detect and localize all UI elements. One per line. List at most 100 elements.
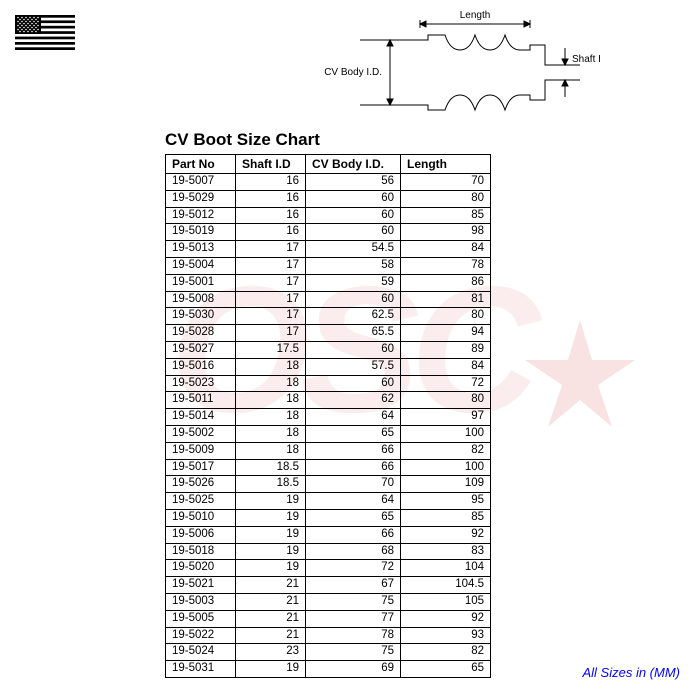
table-cell: 17 — [236, 291, 306, 308]
table-cell: 19-5016 — [166, 358, 236, 375]
table-row: 19-5010196585 — [166, 509, 491, 526]
header-body-id: CV Body I.D. — [306, 155, 401, 174]
table-cell: 18 — [236, 442, 306, 459]
table-cell: 104 — [401, 560, 491, 577]
table-cell: 68 — [306, 543, 401, 560]
table-cell: 62 — [306, 392, 401, 409]
table-cell: 104.5 — [401, 577, 491, 594]
table-cell: 19-5026 — [166, 476, 236, 493]
table-cell: 19-5022 — [166, 627, 236, 644]
table-cell: 19-5006 — [166, 526, 236, 543]
table-cell: 19-5021 — [166, 577, 236, 594]
table-cell: 60 — [306, 341, 401, 358]
table-row: 19-5014186497 — [166, 409, 491, 426]
table-cell: 17 — [236, 308, 306, 325]
watermark-star-icon — [520, 315, 640, 440]
table-cell: 94 — [401, 325, 491, 342]
table-row: 19-5025196495 — [166, 493, 491, 510]
table-row: 19-50131754.584 — [166, 241, 491, 258]
table-row: 19-502618.570109 — [166, 476, 491, 493]
table-cell: 21 — [236, 577, 306, 594]
table-cell: 16 — [236, 224, 306, 241]
table-cell: 70 — [401, 174, 491, 191]
table-cell: 109 — [401, 476, 491, 493]
table-row: 19-5004175878 — [166, 257, 491, 274]
footnote-text: All Sizes in (MM) — [582, 665, 680, 680]
table-cell: 19-5010 — [166, 509, 236, 526]
table-row: 19-5005217792 — [166, 610, 491, 627]
table-cell: 54.5 — [306, 241, 401, 258]
table-row: 19-50032175105 — [166, 593, 491, 610]
table-cell: 17 — [236, 325, 306, 342]
svg-text:Length: Length — [460, 10, 491, 21]
table-cell: 89 — [401, 341, 491, 358]
table-row: 19-5008176081 — [166, 291, 491, 308]
svg-text:CV Body I.D.: CV Body I.D. — [324, 67, 382, 78]
table-cell: 82 — [401, 442, 491, 459]
table-cell: 17 — [236, 257, 306, 274]
table-cell: 69 — [306, 661, 401, 678]
table-cell: 97 — [401, 409, 491, 426]
table-row: 19-5001175986 — [166, 274, 491, 291]
table-cell: 19-5023 — [166, 375, 236, 392]
table-cell: 85 — [401, 509, 491, 526]
header-shaft-id: Shaft I.D — [236, 155, 306, 174]
header-length: Length — [401, 155, 491, 174]
cv-boot-diagram: Length CV Body I.D. Shaft I.D. — [320, 10, 600, 130]
table-cell: 18 — [236, 409, 306, 426]
table-cell: 78 — [306, 627, 401, 644]
table-cell: 60 — [306, 375, 401, 392]
table-cell: 82 — [401, 644, 491, 661]
table-cell: 19-5007 — [166, 174, 236, 191]
table-cell: 18.5 — [236, 476, 306, 493]
table-cell: 17 — [236, 241, 306, 258]
table-row: 19-5012166085 — [166, 207, 491, 224]
table-cell: 80 — [401, 308, 491, 325]
table-cell: 59 — [306, 274, 401, 291]
table-cell: 19 — [236, 661, 306, 678]
table-cell: 19-5017 — [166, 459, 236, 476]
table-cell: 81 — [401, 291, 491, 308]
table-cell: 105 — [401, 593, 491, 610]
table-cell: 21 — [236, 593, 306, 610]
table-cell: 16 — [236, 207, 306, 224]
table-row: 19-50281765.594 — [166, 325, 491, 342]
table-row: 19-5022217893 — [166, 627, 491, 644]
table-cell: 18.5 — [236, 459, 306, 476]
chart-container: CV Boot Size Chart Part No Shaft I.D CV … — [165, 130, 491, 678]
table-cell: 72 — [401, 375, 491, 392]
table-cell: 86 — [401, 274, 491, 291]
table-cell: 92 — [401, 526, 491, 543]
table-cell: 60 — [306, 207, 401, 224]
table-cell: 19-5009 — [166, 442, 236, 459]
table-cell: 21 — [236, 610, 306, 627]
table-cell: 19 — [236, 509, 306, 526]
table-cell: 92 — [401, 610, 491, 627]
table-cell: 23 — [236, 644, 306, 661]
table-row: 19-502717.56089 — [166, 341, 491, 358]
table-cell: 98 — [401, 224, 491, 241]
table-row: 19-50212167104.5 — [166, 577, 491, 594]
table-row: 19-5019166098 — [166, 224, 491, 241]
table-cell: 60 — [306, 291, 401, 308]
table-cell: 19-5012 — [166, 207, 236, 224]
table-cell: 64 — [306, 493, 401, 510]
table-cell: 78 — [401, 257, 491, 274]
table-row: 19-50021865100 — [166, 425, 491, 442]
table-cell: 19-5024 — [166, 644, 236, 661]
table-cell: 66 — [306, 442, 401, 459]
table-cell: 19-5005 — [166, 610, 236, 627]
table-cell: 19-5013 — [166, 241, 236, 258]
table-cell: 19-5031 — [166, 661, 236, 678]
table-cell: 60 — [306, 190, 401, 207]
chart-title: CV Boot Size Chart — [165, 130, 491, 150]
table-cell: 19-5014 — [166, 409, 236, 426]
table-cell: 19-5025 — [166, 493, 236, 510]
table-cell: 58 — [306, 257, 401, 274]
table-row: 19-5024237582 — [166, 644, 491, 661]
table-cell: 19-5002 — [166, 425, 236, 442]
table-cell: 21 — [236, 627, 306, 644]
table-cell: 19 — [236, 543, 306, 560]
table-cell: 19-5020 — [166, 560, 236, 577]
table-cell: 57.5 — [306, 358, 401, 375]
